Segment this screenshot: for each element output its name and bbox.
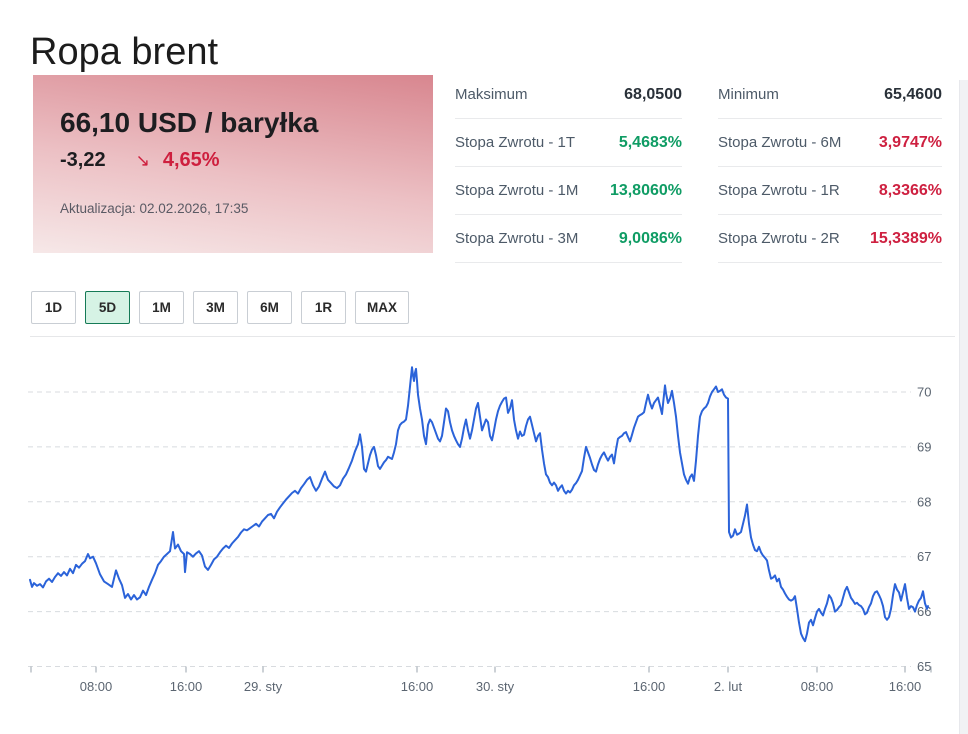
stat-row-stopa-2r: Stopa Zwrotu - 2R 15,3389% <box>718 215 942 263</box>
chart-x-label: 08:00 <box>80 679 113 694</box>
price-change: -3,22 <box>60 149 106 171</box>
stat-row-maksimum: Maksimum 68,0500 <box>455 71 682 119</box>
stat-label: Stopa Zwrotu - 3M <box>455 230 579 247</box>
stat-label: Minimum <box>718 86 779 103</box>
stat-label: Stopa Zwrotu - 1T <box>455 134 576 151</box>
stat-row-stopa-1r: Stopa Zwrotu - 1R 8,3366% <box>718 167 942 215</box>
range-button-3m[interactable]: 3M <box>193 291 238 324</box>
chart-x-label: 08:00 <box>801 679 834 694</box>
stat-label: Stopa Zwrotu - 1R <box>718 182 840 199</box>
range-selector: 1D 5D 1M 3M 6M 1R MAX <box>31 291 409 324</box>
stat-row-stopa-3m: Stopa Zwrotu - 3M 9,0086% <box>455 215 682 263</box>
last-update-timestamp: Aktualizacja: 02.02.2026, 17:35 <box>60 201 249 216</box>
stat-label: Maksimum <box>455 86 528 103</box>
stat-value: 9,0086% <box>618 229 682 247</box>
stat-label: Stopa Zwrotu - 1M <box>455 182 579 199</box>
stat-row-stopa-1m: Stopa Zwrotu - 1M 13,8060% <box>455 167 682 215</box>
chart-x-label: 29. sty <box>244 679 283 694</box>
stat-value: 5,4683% <box>618 133 682 151</box>
chart-x-label: 2. lut <box>714 679 743 694</box>
page-title: Ropa brent <box>30 31 219 74</box>
range-button-5d[interactable]: 5D <box>85 291 130 324</box>
scrollbar-track[interactable] <box>959 80 968 734</box>
chart-y-label: 69 <box>917 439 931 454</box>
chart-x-label: 16:00 <box>633 679 666 694</box>
chart-y-label: 65 <box>917 659 931 674</box>
range-button-max[interactable]: MAX <box>355 291 409 324</box>
stat-value: 3,9747% <box>878 133 942 151</box>
section-divider <box>30 336 955 337</box>
chart-x-label: 16:00 <box>401 679 434 694</box>
chart-y-label: 68 <box>917 494 931 509</box>
stat-label: Stopa Zwrotu - 6M <box>718 134 842 151</box>
range-button-1r[interactable]: 1R <box>301 291 346 324</box>
price-change-row: -3,22 ↘ 4,65% <box>60 149 220 172</box>
stats-table-right: Minimum 65,4600 Stopa Zwrotu - 6M 3,9747… <box>718 71 942 263</box>
price-summary-box: 66,10 USD / baryłka -3,22 ↘ 4,65% Aktual… <box>33 75 433 253</box>
range-button-1m[interactable]: 1M <box>139 291 184 324</box>
chart-y-label: 66 <box>917 604 931 619</box>
down-right-arrow-icon: ↘ <box>135 151 150 170</box>
stat-value: 15,3389% <box>869 229 942 247</box>
current-price: 66,10 USD / baryłka <box>60 107 319 138</box>
chart-y-label: 70 <box>917 385 931 400</box>
stats-table-left: Maksimum 68,0500 Stopa Zwrotu - 1T 5,468… <box>455 71 682 263</box>
price-change-percent: 4,65% <box>162 149 220 171</box>
chart-y-label: 67 <box>917 549 931 564</box>
stat-value: 13,8060% <box>609 181 682 199</box>
chart-x-label: 16:00 <box>170 679 203 694</box>
stat-value: 65,4600 <box>884 85 942 103</box>
stat-row-stopa-6m: Stopa Zwrotu - 6M 3,9747% <box>718 119 942 167</box>
range-button-6m[interactable]: 6M <box>247 291 292 324</box>
price-line-series <box>29 366 929 643</box>
range-button-1d[interactable]: 1D <box>31 291 76 324</box>
chart-x-label: 16:00 <box>889 679 922 694</box>
stat-label: Stopa Zwrotu - 2R <box>718 230 840 247</box>
chart-x-label: 30. sty <box>476 679 515 694</box>
stat-value: 68,0500 <box>624 85 682 103</box>
stat-row-stopa-1t: Stopa Zwrotu - 1T 5,4683% <box>455 119 682 167</box>
stat-value: 8,3366% <box>878 181 942 199</box>
stat-row-minimum: Minimum 65,4600 <box>718 71 942 119</box>
